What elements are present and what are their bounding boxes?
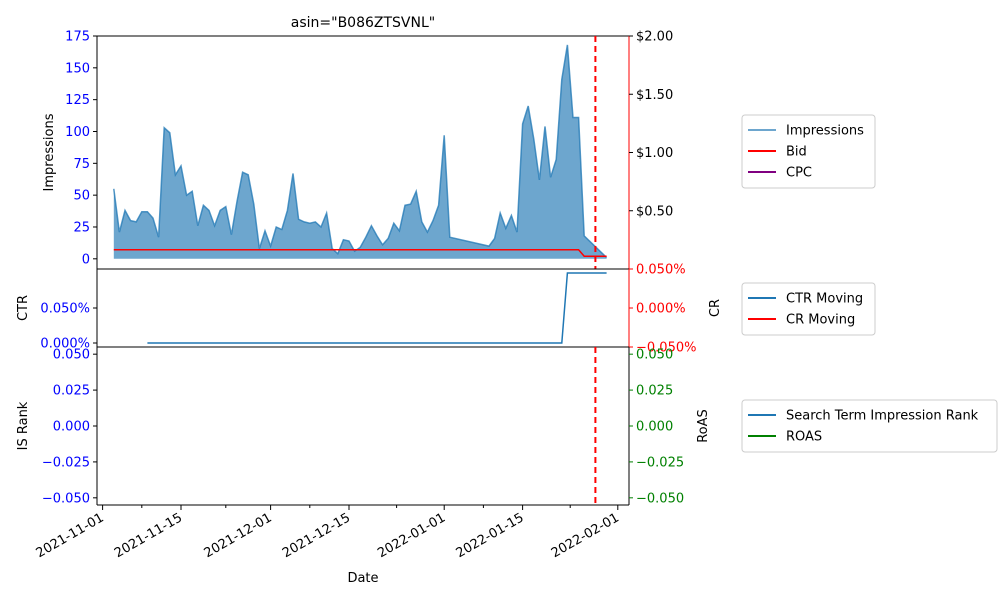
legend-ctr-label: CTR Moving <box>786 292 863 307</box>
x-tick-label: 2021-11-01 <box>34 510 107 561</box>
impressions-left-tick-label: 100 <box>65 125 90 140</box>
ctr-moving-line <box>147 272 607 344</box>
impressions-left-tick-label: 50 <box>73 189 90 204</box>
is-rank-left-tick-label: 0.050 <box>53 348 90 363</box>
legend-is-rank-label: Search Term Impression Rank <box>786 409 979 424</box>
cr-right-tick-label: 0.000% <box>636 302 686 317</box>
roas-axis-label: RoAS <box>696 409 711 443</box>
is-rank-left-tick-label: 0.000 <box>53 420 90 435</box>
cr-axis-label: CR <box>708 299 723 317</box>
legend-is-rank-label: ROAS <box>786 430 822 445</box>
bid-right-tick-label: $1.50 <box>636 88 673 103</box>
bid-right-tick-label: $2.00 <box>636 30 673 45</box>
impressions-left-tick-label: 25 <box>73 220 90 235</box>
legend-impressions-label: CPC <box>786 166 812 181</box>
x-tick-label: 2021-12-15 <box>280 510 353 561</box>
legend-impressions-label: Impressions <box>786 124 864 139</box>
ctr-panel: 0.000% 0.050% −0.050% 0.000% 0.050% CTR CR <box>16 263 723 356</box>
impressions-panel: 0 25 50 75 100 125 150 175 $0.50 $1.00 $1.50 $2.00 I… <box>42 30 673 270</box>
ctr-left-tick-label: 0.050% <box>40 302 90 317</box>
is-rank-axis-label: IS Rank <box>16 401 31 450</box>
roas-right-tick-label: −0.025 <box>636 455 684 470</box>
ctr-axis-label: CTR <box>16 295 31 321</box>
bid-right-tick-label: $1.00 <box>636 146 673 161</box>
bid-right-tick-label: $0.50 <box>636 204 673 219</box>
legend-ctr-box <box>741 282 876 336</box>
date-x-axis: 2021-11-01 2021-11-15 2021-12-01 2021-12-15… <box>34 505 622 561</box>
impressions-left-tick-label: 125 <box>65 93 90 108</box>
impressions-left-tick-label: 175 <box>65 30 90 45</box>
x-axis-label: Date <box>347 571 378 586</box>
is-rank-left-tick-label: −0.025 <box>42 455 90 470</box>
legend-ctr-label: CR Moving <box>786 313 855 328</box>
legend-impressions-label: Bid <box>786 145 807 160</box>
impressions-left-tick-label: 0 <box>82 252 90 267</box>
legend-impressions-box <box>741 114 876 189</box>
is-rank-panel: −0.050 −0.025 0.000 0.025 0.050 −0.050 −0.025 0… <box>16 346 711 506</box>
is-rank-left-tick-label: −0.050 <box>42 491 90 506</box>
x-tick-label: 2021-11-15 <box>112 510 185 561</box>
x-tick-label: 2022-01-01 <box>375 510 448 561</box>
x-tick-label: 2022-01-15 <box>454 510 527 561</box>
legend-is-rank-box <box>741 399 998 453</box>
roas-right-tick-label: 0.000 <box>636 420 673 435</box>
chart-title: asin="B086ZTSVNL" <box>291 15 435 31</box>
impressions-left-tick-label: 150 <box>65 61 90 76</box>
impressions-line <box>113 44 608 259</box>
cr-right-tick-label: −0.050% <box>636 341 696 356</box>
cr-right-tick-label: 0.050% <box>636 263 686 278</box>
impressions-axis-label: Impressions <box>42 113 57 191</box>
roas-right-tick-label: 0.050 <box>636 348 673 363</box>
roas-right-tick-label: −0.050 <box>636 491 684 506</box>
impressions-area <box>113 44 607 259</box>
roas-right-tick-label: 0.025 <box>636 384 673 399</box>
x-tick-label: 2021-12-01 <box>202 510 275 561</box>
impressions-left-tick-label: 75 <box>73 157 90 172</box>
legends: Impressions Bid CPC CTR Moving CR Moving Sear… <box>741 114 998 453</box>
is-rank-left-tick-label: 0.025 <box>53 384 90 399</box>
x-tick-label: 2022-02-01 <box>549 510 622 561</box>
ctr-left-tick-label: 0.000% <box>40 337 90 352</box>
